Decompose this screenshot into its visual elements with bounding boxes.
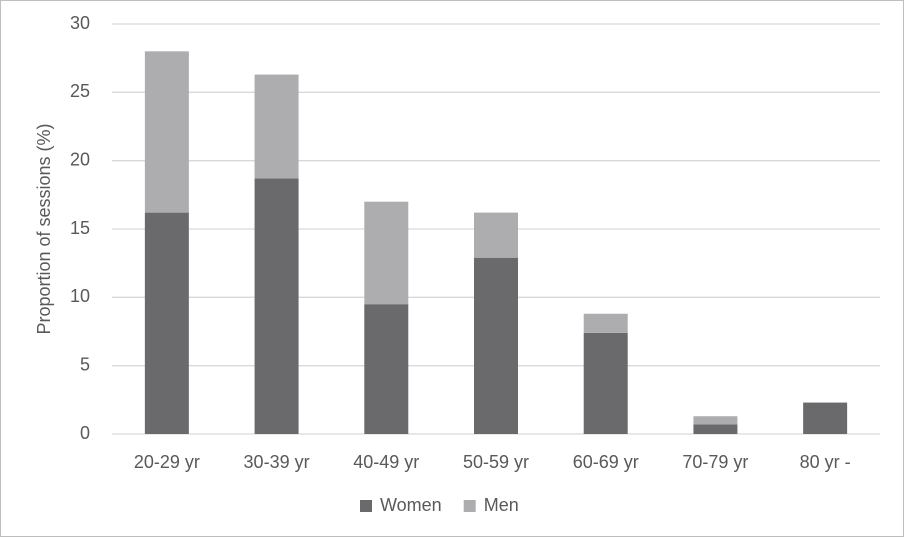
bar-segment [144, 51, 189, 213]
bar-segment [254, 74, 299, 179]
bar-segment [583, 332, 628, 434]
legend-swatch [360, 500, 372, 512]
bar-segment [693, 424, 738, 434]
legend-label: Men [484, 495, 519, 515]
legend-swatch [463, 500, 476, 512]
bar-segment [474, 257, 518, 434]
x-tick-label: 40-49 yr [353, 452, 419, 472]
y-tick-label: 0 [80, 423, 90, 443]
x-tick-label: 60-69 yr [573, 452, 639, 472]
x-tick-label: 50-59 yr [463, 452, 529, 472]
x-tick-label: 70-79 yr [682, 452, 748, 472]
x-tick-label: 30-39 yr [244, 452, 310, 472]
bar-segment [364, 304, 409, 434]
bar-segment [364, 201, 409, 305]
y-tick-label: 5 [80, 354, 90, 374]
bar-segment [144, 212, 189, 434]
legend-label: Women [380, 495, 442, 515]
bar-segment [583, 313, 628, 333]
y-tick-label: 25 [70, 81, 90, 101]
x-tick-label: 80 yr - [800, 452, 851, 472]
bar-segment [254, 178, 299, 434]
bar-segment [693, 416, 738, 425]
bar-segment [803, 402, 848, 434]
y-tick-label: 30 [70, 13, 90, 33]
y-axis-title: Proportion of sessions (%) [34, 123, 54, 334]
y-tick-label: 15 [70, 218, 90, 238]
x-tick-label: 20-29 yr [134, 452, 200, 472]
bar-segment [474, 212, 518, 258]
y-tick-label: 20 [70, 149, 90, 169]
y-tick-label: 10 [70, 286, 90, 306]
